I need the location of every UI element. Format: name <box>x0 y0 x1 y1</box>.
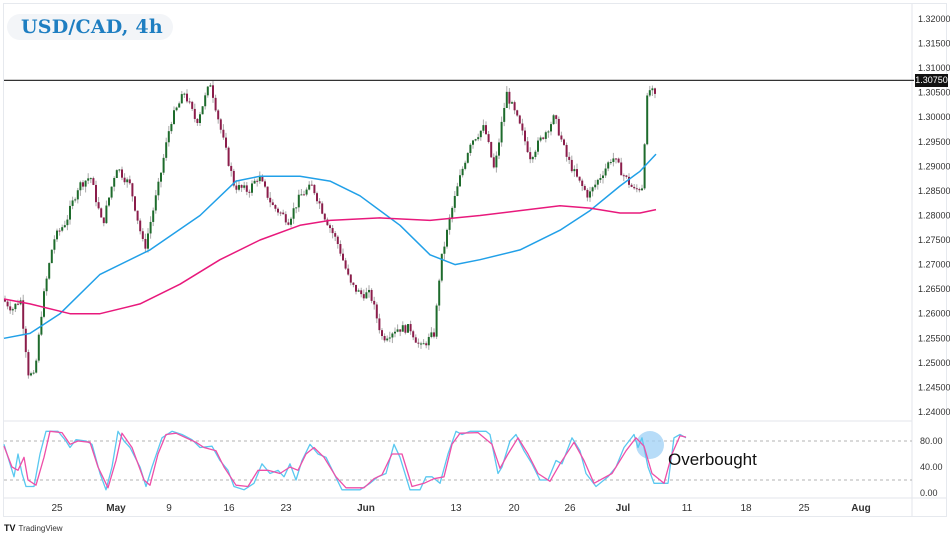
price-axis-label: 1.25000 <box>918 358 950 368</box>
time-axis-label: 13 <box>450 503 462 514</box>
time-axis-label: 25 <box>51 503 63 514</box>
stoch-axis-label: 0.00 <box>920 488 938 498</box>
stochastic-d-line <box>3 430 687 489</box>
price-axis-label: 1.24500 <box>918 382 950 392</box>
time-axis-label: Aug <box>851 503 870 514</box>
price-axis-label: 1.30500 <box>918 88 950 98</box>
stochastic-k-line <box>3 430 687 491</box>
price-axis-label: 1.29000 <box>918 161 950 171</box>
symbol-title-pill: USD/CAD, 4h <box>7 14 173 40</box>
price-axis-label: 1.31000 <box>918 63 950 73</box>
time-axis-label: Jun <box>357 503 375 514</box>
price-axis-label: 1.27000 <box>918 260 950 270</box>
time-axis-label: Jul <box>616 503 631 514</box>
price-axis-label: 1.28000 <box>918 210 950 220</box>
tradingview-logo-text: TradingView <box>18 523 63 533</box>
price-axis-label: 1.28500 <box>918 186 950 196</box>
price-axis-label: 1.24000 <box>918 407 950 417</box>
time-axis-label: 20 <box>508 503 520 514</box>
time-axis-label: 11 <box>682 503 693 514</box>
time-axis-label: 26 <box>564 503 576 514</box>
time-axis-label: 25 <box>798 503 810 514</box>
price-axis-label: 1.26000 <box>918 309 950 319</box>
symbol-title: USD/CAD, 4h <box>21 16 163 38</box>
chart-frame <box>3 3 947 517</box>
time-axis-label: 9 <box>166 503 172 514</box>
overbought-annotation: Overbought <box>668 450 757 469</box>
price-axis-label: 1.29500 <box>918 137 950 147</box>
price-axis-label: 1.26500 <box>918 284 950 294</box>
tradingview-logo: TV TradingView <box>4 523 63 533</box>
time-axis-label: 23 <box>280 503 292 514</box>
candlestick-series <box>4 81 656 379</box>
fast-moving-average-line <box>3 153 657 340</box>
stoch-axis-label: 40.00 <box>920 462 943 472</box>
price-axis-label: 1.27500 <box>918 235 950 245</box>
price-axis-label: 1.31500 <box>918 39 950 49</box>
resistance-price-tag: 1.30750 <box>915 74 948 87</box>
tradingview-logo-icon: TV <box>4 523 16 533</box>
price-axis-label: 1.30000 <box>918 112 950 122</box>
price-axis-label: 1.32000 <box>918 14 950 24</box>
time-axis-label: May <box>106 503 126 514</box>
price-axis-label: 1.25500 <box>918 333 950 343</box>
overbought-highlight-circle <box>636 431 664 459</box>
time-axis-label: 16 <box>223 503 235 514</box>
slow-moving-average-line <box>3 204 657 315</box>
time-axis-label: 18 <box>740 503 752 514</box>
stoch-axis-label: 80.00 <box>920 436 943 446</box>
